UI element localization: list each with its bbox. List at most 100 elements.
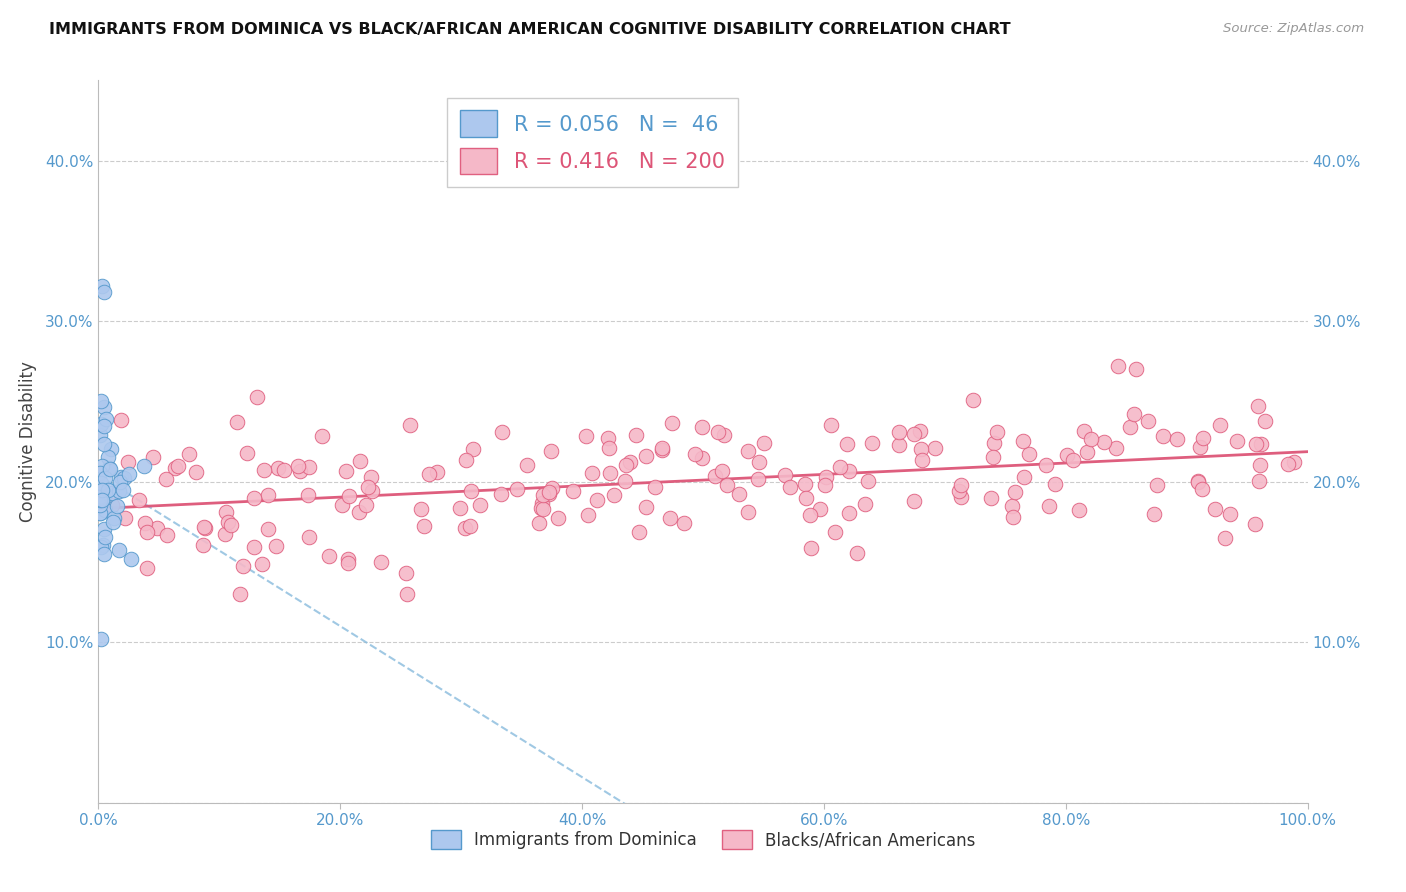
Point [90,417,112,431]
Point [108,475,131,489]
Point [1001,509,1024,524]
Point [824,525,846,540]
Point [1067,502,1090,516]
Point [357,480,380,494]
Point [814,469,837,483]
Point [110,413,132,427]
Point [533,501,555,516]
Point [491,487,513,501]
Point [626,427,648,442]
Point [910,442,932,456]
Point [1226,434,1249,449]
Point [110,470,132,484]
Point [91,493,114,508]
Point [585,492,607,507]
Point [360,484,382,499]
Point [613,474,636,488]
Point [93,400,115,414]
Point [90,632,112,646]
Legend: Immigrants from Dominica, Blacks/African Americans: Immigrants from Dominica, Blacks/African… [425,823,981,856]
Point [598,441,620,455]
Point [89,428,111,442]
Point [90,540,112,554]
Point [980,491,1002,505]
Point [924,441,946,455]
Point [598,431,620,445]
Point [1076,445,1098,459]
Point [311,429,333,443]
Point [128,492,150,507]
Point [541,481,564,495]
Point [908,424,931,438]
Point [107,543,129,558]
Point [619,455,641,469]
Point [449,500,471,515]
Point [808,502,831,516]
Point [1125,362,1147,376]
Point [1191,483,1213,497]
Point [986,425,1008,440]
Point [748,455,770,469]
Point [101,486,124,500]
Point [399,418,422,433]
Point [89,506,111,520]
Point [103,511,125,525]
Point [1152,429,1174,443]
Point [470,498,492,512]
Point [1123,407,1146,421]
Point [703,468,725,483]
Point [949,478,972,492]
Point [1012,470,1035,484]
Point [155,472,177,486]
Point [257,522,280,536]
Point [661,416,683,430]
Point [335,464,357,478]
Point [1137,413,1160,427]
Point [142,450,165,465]
Point [531,487,554,501]
Point [336,552,359,566]
Point [229,587,252,601]
Point [1219,507,1241,521]
Point [950,490,973,504]
Point [267,461,290,475]
Point [93,547,115,561]
Point [114,511,136,525]
Point [727,487,749,501]
Point [91,278,114,293]
Point [418,467,440,482]
Point [370,555,392,569]
Text: Source: ZipAtlas.com: Source: ZipAtlas.com [1223,22,1364,36]
Point [837,437,859,451]
Point [454,453,477,467]
Point [540,443,562,458]
Point [243,491,266,505]
Point [91,538,114,552]
Point [903,494,925,508]
Point [948,483,970,498]
Point [1035,458,1057,472]
Point [1166,432,1188,446]
Point [93,419,115,434]
Point [252,463,274,477]
Point [236,446,259,460]
Point [298,530,321,544]
Text: IMMIGRANTS FROM DOMINICA VS BLACK/AFRICAN AMERICAN COGNITIVE DISABILITY CORRELAT: IMMIGRANTS FROM DOMINICA VS BLACK/AFRICA… [49,22,1011,37]
Point [226,416,249,430]
Point [683,447,706,461]
Point [673,516,696,531]
Point [1249,458,1271,472]
Point [1105,441,1128,455]
Point [288,464,311,478]
Point [89,491,111,505]
Point [1004,484,1026,499]
Point [273,463,295,477]
Point [505,482,527,496]
Point [981,450,1004,464]
Point [1189,440,1212,454]
Point [794,491,817,505]
Point [89,492,111,507]
Point [193,538,215,552]
Point [838,506,860,520]
Point [853,497,876,511]
